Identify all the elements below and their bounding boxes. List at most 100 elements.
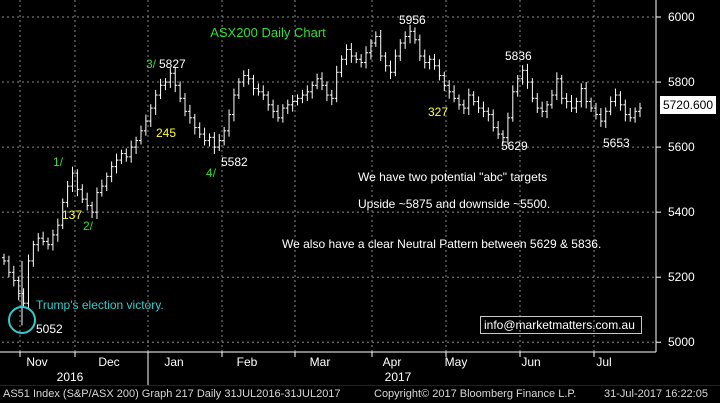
price-bar bbox=[466, 88, 471, 115]
price-bar bbox=[530, 78, 535, 103]
price-bar bbox=[153, 89, 158, 115]
price-bar bbox=[271, 99, 276, 119]
x-year-label: 2017 bbox=[385, 370, 412, 384]
price-bar bbox=[515, 74, 520, 97]
price-bar bbox=[359, 54, 364, 68]
price-bar bbox=[447, 80, 452, 99]
price-bar bbox=[525, 63, 530, 89]
price-bar bbox=[344, 44, 349, 66]
price-bar bbox=[275, 104, 280, 122]
price-bar bbox=[476, 96, 481, 113]
price-bars bbox=[2, 24, 642, 326]
footer-index-info: AS51 Index (S&P/ASX 200) Graph 217 Daily… bbox=[3, 388, 341, 400]
low-5653-label: 5653 bbox=[603, 136, 630, 150]
price-bar bbox=[638, 102, 642, 118]
price-bar bbox=[432, 54, 437, 70]
price-bar bbox=[202, 127, 207, 146]
price-bar bbox=[16, 276, 21, 301]
price-bar bbox=[461, 99, 466, 114]
price-bar bbox=[251, 74, 256, 96]
price-bar bbox=[442, 71, 447, 92]
y-tick-label: 5000 bbox=[668, 335, 695, 349]
price-bar bbox=[417, 34, 422, 61]
price-bar bbox=[75, 169, 80, 197]
price-bar bbox=[618, 91, 623, 111]
price-bar bbox=[261, 85, 266, 100]
x-month-label: Feb bbox=[237, 355, 258, 369]
price-bar bbox=[266, 91, 271, 111]
price-bar bbox=[412, 27, 417, 44]
wave-4-label: 4/ bbox=[206, 166, 217, 180]
price-bar bbox=[471, 91, 476, 106]
price-bar bbox=[608, 96, 613, 116]
high-5836-label: 5836 bbox=[505, 49, 532, 63]
price-bar bbox=[378, 30, 383, 61]
y-tick-label: 5800 bbox=[668, 75, 695, 89]
price-bar bbox=[217, 134, 222, 152]
price-bar bbox=[212, 132, 217, 154]
election-marker-circle bbox=[8, 306, 36, 334]
price-bar bbox=[339, 55, 344, 78]
price-bar bbox=[280, 104, 285, 123]
price-bar bbox=[114, 153, 119, 174]
price-bar bbox=[178, 81, 183, 103]
price-bar bbox=[187, 104, 192, 124]
price-bar bbox=[427, 55, 432, 70]
price-bar bbox=[94, 187, 99, 219]
price-bar bbox=[501, 130, 506, 144]
footer-bar: AS51 Index (S&P/ASX 200) Graph 217 Daily… bbox=[0, 385, 720, 403]
price-bar bbox=[26, 254, 31, 309]
wave-1-label: 1/ bbox=[53, 155, 64, 169]
count-327-label: 327 bbox=[428, 105, 448, 119]
price-bar bbox=[256, 83, 261, 96]
email-link[interactable]: info@marketmatters.com.au bbox=[480, 316, 642, 334]
price-bar bbox=[246, 69, 251, 85]
price-bar bbox=[628, 108, 633, 122]
price-bar bbox=[80, 184, 85, 204]
footer-timestamp: 31-Jul-2017 16:22:05 bbox=[604, 388, 708, 400]
high-5827-label: 5827 bbox=[159, 57, 186, 71]
price-bar bbox=[300, 89, 305, 104]
price-bar bbox=[168, 68, 173, 88]
price-bar bbox=[163, 78, 168, 91]
price-bar bbox=[305, 85, 310, 101]
low-5582-label: 5582 bbox=[221, 155, 248, 169]
price-bar bbox=[456, 94, 461, 110]
price-bar bbox=[119, 149, 124, 165]
price-bar bbox=[422, 49, 427, 69]
price-bar bbox=[598, 108, 603, 127]
price-bar bbox=[452, 85, 457, 103]
current-price-tag: 5720.600 bbox=[660, 96, 716, 114]
price-bar bbox=[403, 31, 408, 49]
price-bar bbox=[310, 81, 315, 99]
price-bar bbox=[85, 192, 90, 211]
price-bar bbox=[569, 95, 574, 112]
price-bar bbox=[486, 107, 491, 122]
price-bar bbox=[138, 125, 143, 145]
price-bar bbox=[207, 133, 212, 147]
price-bar bbox=[46, 237, 51, 250]
price-bar bbox=[134, 136, 139, 154]
price-bar bbox=[364, 46, 369, 69]
x-month-label: May bbox=[445, 355, 468, 369]
y-tick-label: 5600 bbox=[668, 140, 695, 154]
note-abc-targets: We have two potential "abc" targets bbox=[358, 170, 547, 184]
price-bar bbox=[148, 104, 153, 127]
price-bar bbox=[50, 229, 55, 251]
price-bar bbox=[559, 74, 564, 105]
price-bar bbox=[623, 99, 628, 122]
price-bar bbox=[290, 95, 295, 112]
price-bar bbox=[99, 179, 104, 197]
price-bar bbox=[124, 148, 129, 162]
price-bar bbox=[510, 85, 515, 122]
x-year-label: 2016 bbox=[57, 370, 84, 384]
price-bar bbox=[158, 78, 163, 99]
price-bar bbox=[109, 161, 114, 183]
price-bar bbox=[104, 172, 109, 192]
chart-title: ASX200 Daily Chart bbox=[210, 25, 326, 40]
price-bar bbox=[593, 102, 598, 120]
price-bar bbox=[222, 126, 227, 146]
x-month-label: Jan bbox=[164, 355, 183, 369]
low-5052-label: 5052 bbox=[36, 322, 63, 336]
price-bar bbox=[589, 97, 594, 112]
